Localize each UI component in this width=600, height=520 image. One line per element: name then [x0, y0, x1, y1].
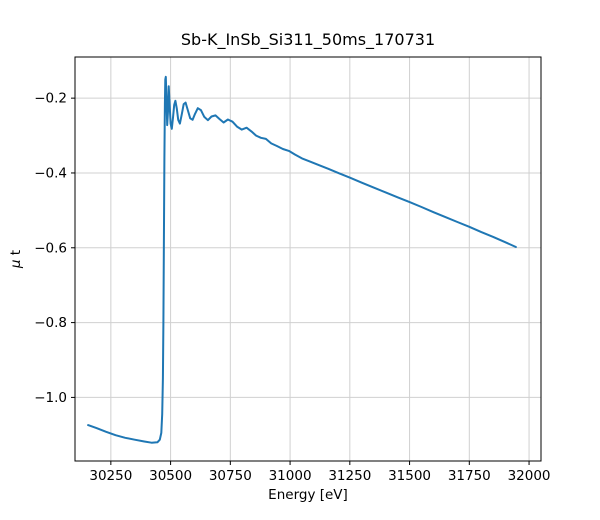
mu-symbol: μ [8, 259, 24, 269]
x-tick-label: 30750 [209, 468, 252, 484]
x-tick-label: 31750 [448, 468, 491, 484]
x-tick-label: 30250 [89, 468, 132, 484]
x-tick-label: 31500 [388, 468, 431, 484]
y-tick-label: −0.8 [34, 315, 67, 331]
chart-title: Sb-K_InSb_Si311_50ms_170731 [180, 30, 436, 49]
x-tick-label: 32000 [508, 468, 551, 484]
data-line [87, 75, 517, 444]
plot-background [75, 57, 541, 461]
x-tick-label: 31000 [269, 468, 312, 484]
x-tick-label: 31250 [328, 468, 371, 484]
y-axis-label: μ t [8, 250, 24, 268]
axes-frame [74, 56, 542, 462]
x-axis-label: Energy [eV] [268, 487, 348, 503]
y-tick-label: −0.4 [34, 165, 67, 181]
y-tick-label: −0.6 [34, 240, 67, 256]
x-tick-label: 30500 [149, 468, 192, 484]
y-tick-label: −1.0 [34, 390, 67, 406]
y-axis-label-unit: t [8, 249, 24, 260]
y-tick-label: −0.2 [34, 91, 67, 107]
